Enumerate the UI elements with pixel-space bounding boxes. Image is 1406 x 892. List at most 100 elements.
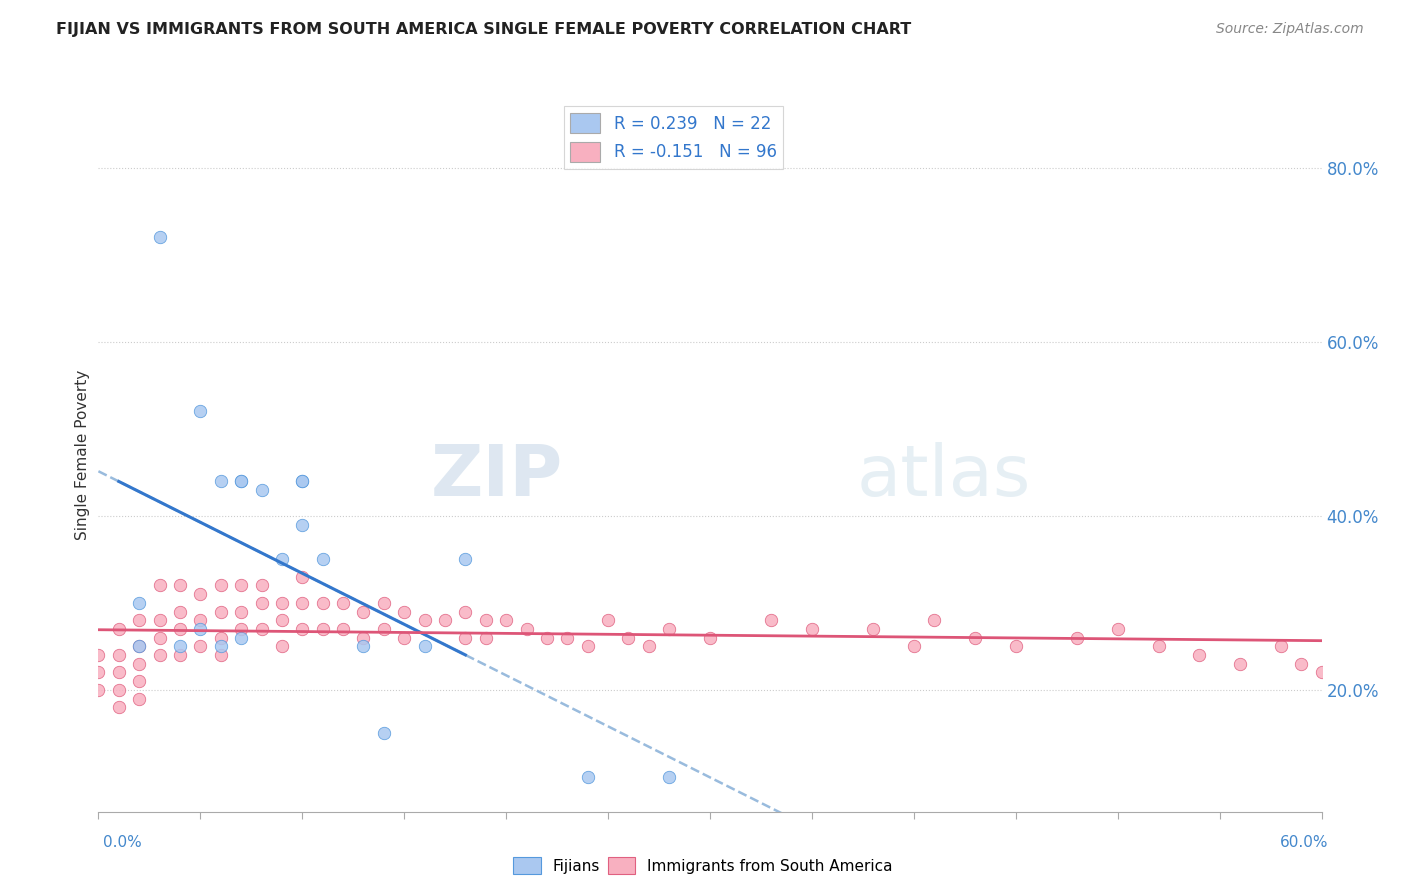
Point [209,474,232,488]
Point [188,622,212,636]
Text: Source: ZipAtlas.com: Source: ZipAtlas.com [1216,22,1364,37]
Point [169,605,191,619]
Point [658,770,681,784]
Point [965,631,987,645]
Point [922,613,945,627]
Point [270,640,294,654]
Point [1291,657,1313,671]
Point [188,613,212,627]
Point [495,613,517,627]
Point [270,613,294,627]
Point [1066,631,1088,645]
Point [332,622,354,636]
Point [598,613,620,627]
Point [108,682,131,697]
Point [231,474,253,488]
Point [231,474,253,488]
Point [1188,648,1211,662]
Point [169,578,191,592]
Point [108,622,131,636]
Legend: R = 0.239   N = 22, R = -0.151   N = 96: R = 0.239 N = 22, R = -0.151 N = 96 [564,106,783,169]
Point [231,631,253,645]
Point [373,596,395,610]
Point [352,605,374,619]
Point [312,596,335,610]
Point [169,622,191,636]
Point [188,587,212,601]
Point [87,665,110,680]
Point [617,631,640,645]
Point [209,578,232,592]
Point [270,596,294,610]
Point [149,230,172,244]
Point [188,404,212,418]
Point [454,605,477,619]
Point [392,605,416,619]
Text: ZIP: ZIP [432,442,564,511]
Text: FIJIAN VS IMMIGRANTS FROM SOUTH AMERICA SINGLE FEMALE POVERTY CORRELATION CHART: FIJIAN VS IMMIGRANTS FROM SOUTH AMERICA … [56,22,911,37]
Point [699,631,721,645]
Point [188,640,212,654]
Point [801,622,824,636]
Point [1310,665,1333,680]
Point [903,640,925,654]
Point [761,613,783,627]
Point [128,674,150,689]
Point [250,578,273,592]
Point [413,613,436,627]
Point [1229,657,1251,671]
Point [291,596,314,610]
Point [128,596,150,610]
Point [291,474,314,488]
Point [128,613,150,627]
Point [209,631,232,645]
Point [250,596,273,610]
Point [108,648,131,662]
Point [209,640,232,654]
Point [128,640,150,654]
Point [312,622,335,636]
Text: atlas: atlas [856,442,1031,511]
Point [373,622,395,636]
Point [169,640,191,654]
Point [231,605,253,619]
Point [312,552,335,566]
Point [149,631,172,645]
Point [474,631,498,645]
Point [231,578,253,592]
Point [454,552,477,566]
Point [169,648,191,662]
Point [149,613,172,627]
Point [576,770,599,784]
Point [128,640,150,654]
Point [434,613,457,627]
Text: 60.0%: 60.0% [1281,836,1329,850]
Point [1107,622,1129,636]
Point [332,596,354,610]
Legend: Fijians, Immigrants from South America: Fijians, Immigrants from South America [508,851,898,880]
Point [516,622,538,636]
Point [638,640,661,654]
Point [291,517,314,532]
Point [149,648,172,662]
Point [862,622,884,636]
Point [1147,640,1170,654]
Point [291,570,314,584]
Text: 0.0%: 0.0% [103,836,142,850]
Point [557,631,579,645]
Point [128,657,150,671]
Point [291,622,314,636]
Point [108,665,131,680]
Point [474,613,498,627]
Point [536,631,558,645]
Point [1270,640,1292,654]
Point [250,622,273,636]
Point [413,640,436,654]
Point [658,622,681,636]
Point [373,726,395,740]
Point [209,605,232,619]
Point [454,631,477,645]
Point [108,700,131,714]
Point [1004,640,1026,654]
Point [209,648,232,662]
